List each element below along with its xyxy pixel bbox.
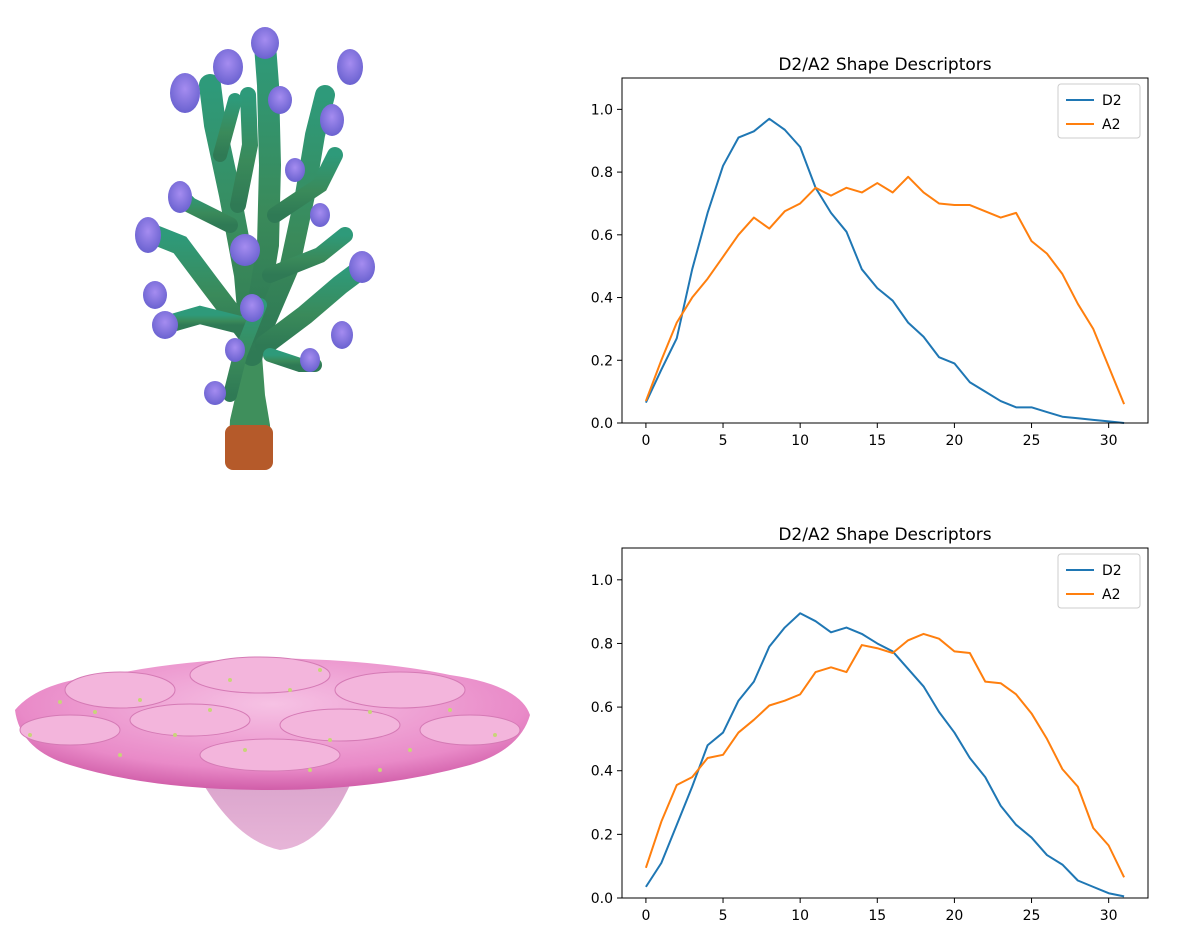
x-tick-label: 30	[1100, 433, 1118, 449]
x-tick-label: 20	[945, 908, 963, 924]
x-tick-label: 20	[945, 433, 963, 449]
series-line-a2	[644, 175, 1126, 405]
x-tick-label: 25	[1023, 908, 1041, 924]
chart-title: D2/A2 Shape Descriptors	[778, 525, 991, 545]
y-tick-label: 0.2	[591, 827, 613, 843]
y-tick-label: 0.6	[591, 228, 613, 244]
series-line-a2	[644, 632, 1125, 878]
x-tick-label: 5	[719, 433, 728, 449]
x-tick-label: 30	[1100, 908, 1118, 924]
x-tick-label: 25	[1023, 433, 1041, 449]
chart-title: D2/A2 Shape Descriptors	[778, 55, 991, 75]
plot-frame	[621, 77, 1149, 424]
x-tick-label: 5	[719, 908, 728, 924]
series-line-d2	[645, 117, 1125, 424]
legend	[1057, 553, 1141, 609]
y-tick-label: 1.0	[591, 573, 613, 589]
x-tick-label: 0	[641, 908, 650, 924]
y-tick-label: 1.0	[591, 102, 613, 118]
legend-label-a2: A2	[1102, 117, 1120, 133]
x-tick-label: 10	[791, 908, 809, 924]
legend	[1057, 83, 1141, 139]
x-tick-label: 15	[868, 908, 886, 924]
y-tick-label: 0.4	[591, 291, 613, 307]
y-tick-label: 0.4	[591, 764, 613, 780]
shape-descriptor-chart-bottom: D2/A2 Shape Descriptors 0 5 10 15 20 25 30 0.0 0.…	[560, 515, 1180, 945]
branching-coral-model	[120, 25, 390, 485]
x-tick-label: 15	[868, 433, 886, 449]
y-tick-label: 0.2	[591, 353, 613, 369]
coral-tips	[135, 27, 375, 405]
shape-descriptor-chart-top: D2/A2 Shape Descriptors 0 5 10 15 20 25 30 0.0 0.…	[560, 45, 1180, 470]
legend-label-d2: D2	[1102, 563, 1122, 579]
y-tick-label: 0.0	[591, 416, 613, 432]
plate-spots	[28, 668, 497, 772]
x-tick-label: 10	[791, 433, 809, 449]
y-tick-label: 0.6	[591, 700, 613, 716]
x-tick-label: 0	[641, 433, 650, 449]
legend-label-d2: D2	[1102, 93, 1122, 109]
series-line-d2	[645, 612, 1125, 898]
y-tick-label: 0.0	[591, 891, 613, 907]
plate-lobes	[19, 656, 521, 772]
plate-coral-model	[0, 640, 540, 870]
y-tick-label: 0.8	[591, 636, 613, 652]
y-tick-label: 0.8	[591, 165, 613, 181]
legend-label-a2: A2	[1102, 587, 1120, 603]
plot-frame	[621, 547, 1149, 899]
